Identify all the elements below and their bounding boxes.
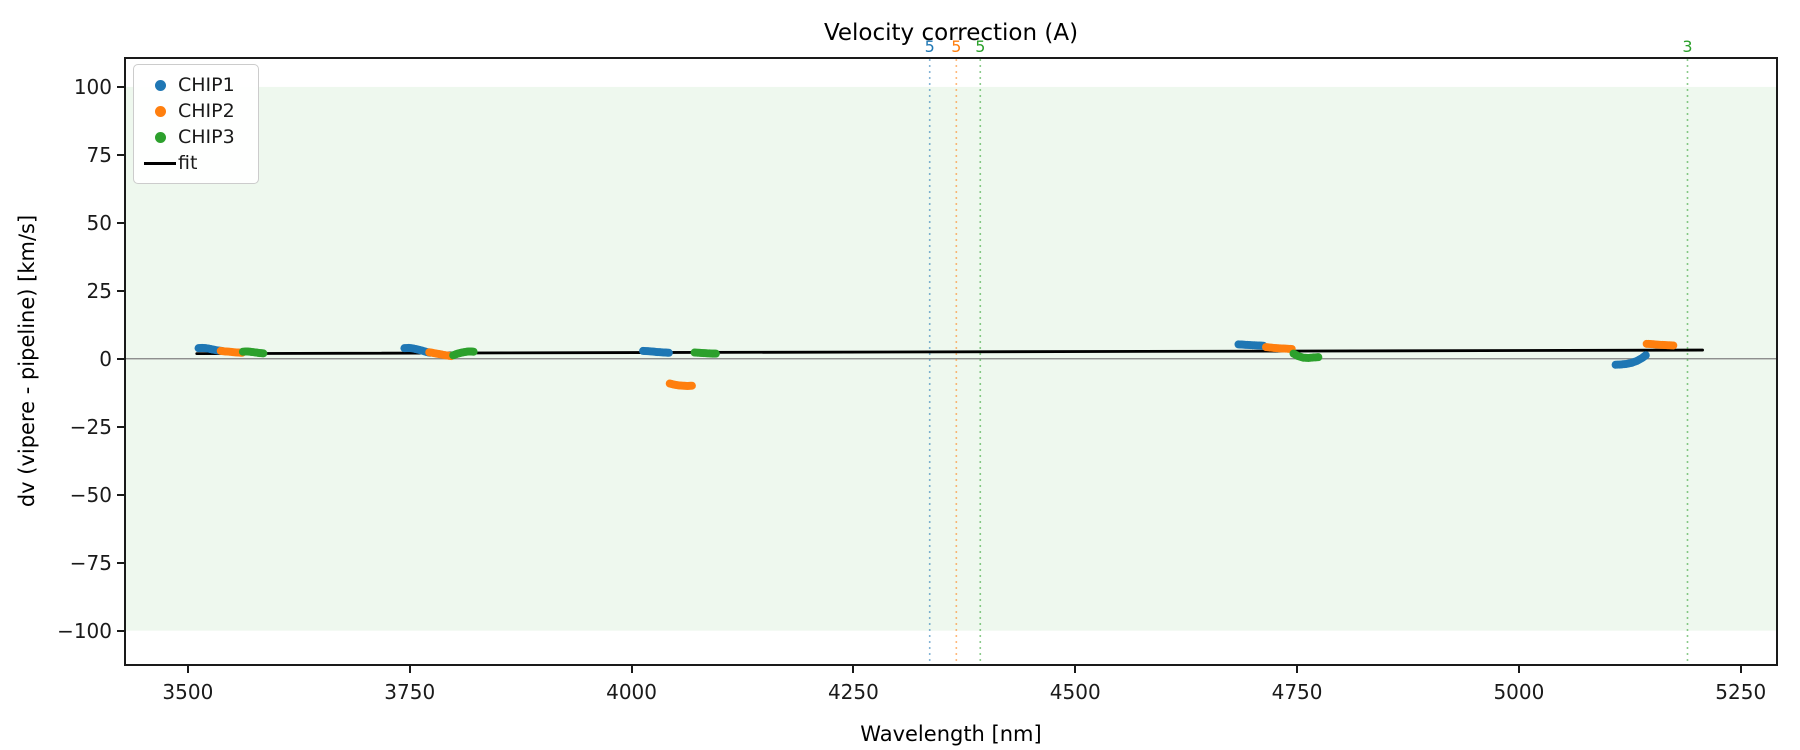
legend-label: CHIP1: [178, 73, 235, 96]
y-axis-label: dv (vipere - pipeline) [km/s]: [15, 214, 39, 508]
y-tick-mark: [117, 289, 124, 292]
x-tick-mark: [630, 666, 633, 673]
plot-spines: [124, 57, 1778, 666]
x-tick-mark: [852, 666, 855, 673]
x-tick-label: 4250: [827, 680, 879, 704]
chart-title: Velocity correction (A): [823, 20, 1079, 46]
fit-line-icon: [144, 161, 176, 165]
chart-svg: [124, 57, 1778, 666]
x-tick-mark: [1517, 666, 1520, 673]
y-tick-mark: [117, 85, 124, 88]
x-tick-label: 3750: [384, 680, 436, 704]
y-tick-label: 50: [86, 210, 112, 235]
y-tick-mark: [117, 221, 124, 224]
y-tick-label: −50: [69, 482, 112, 507]
chip1-dot-icon: [154, 79, 166, 91]
y-tick-mark: [117, 629, 124, 632]
y-tick-label: 100: [73, 74, 112, 99]
x-tick-mark: [1074, 666, 1077, 673]
x-tick-label: 5000: [1493, 680, 1545, 704]
legend-swatch-box: [142, 79, 178, 91]
data-point: [259, 349, 268, 358]
y-tick-label: 25: [86, 278, 112, 303]
x-tick-label: 5250: [1715, 680, 1767, 704]
plot-area: [124, 57, 1778, 666]
legend-item-chip3: CHIP3: [142, 124, 250, 150]
data-point: [469, 347, 478, 356]
legend-label: CHIP3: [178, 125, 235, 148]
legend-swatch-box: [142, 161, 178, 165]
data-point: [1669, 341, 1678, 350]
legend-item-chip1: CHIP1: [142, 72, 250, 98]
vline-count-label: 5: [924, 37, 935, 56]
y-tick-mark: [117, 153, 124, 156]
x-tick-label: 4750: [1271, 680, 1323, 704]
legend-swatch-box: [142, 131, 178, 143]
chip2-dot-icon: [154, 105, 166, 117]
x-axis-label: Wavelength [nm]: [860, 722, 1042, 746]
x-tick-label: 4500: [1049, 680, 1101, 704]
y-tick-mark: [117, 493, 124, 496]
y-tick-mark: [117, 425, 124, 428]
x-tick-mark: [1739, 666, 1742, 673]
legend: CHIP1 CHIP2 CHIP3 fit: [133, 64, 259, 184]
chip3-dot-icon: [154, 131, 166, 143]
x-tick-mark: [408, 666, 411, 673]
y-tick-label: −75: [69, 550, 112, 575]
vline-count-label: 5: [975, 37, 986, 56]
x-tick-mark: [1296, 666, 1299, 673]
y-tick-label: 0: [99, 346, 112, 371]
data-point: [711, 349, 720, 358]
y-tick-label: −25: [69, 414, 112, 439]
data-point: [1314, 353, 1323, 362]
y-tick-mark: [117, 357, 124, 360]
data-point: [1641, 351, 1650, 360]
legend-label: CHIP2: [178, 99, 235, 122]
vline-count-label: 3: [1682, 37, 1693, 56]
legend-item-fit: fit: [142, 150, 250, 176]
y-tick-label: −100: [57, 618, 112, 643]
vline-count-label: 5: [951, 37, 962, 56]
x-tick-mark: [186, 666, 189, 673]
legend-label: fit: [178, 151, 198, 174]
data-point: [687, 381, 696, 390]
legend-swatch-box: [142, 105, 178, 117]
legend-item-chip2: CHIP2: [142, 98, 250, 124]
y-tick-mark: [117, 561, 124, 564]
x-tick-label: 4000: [606, 680, 657, 704]
x-tick-label: 3500: [162, 680, 214, 704]
data-point: [664, 348, 673, 357]
y-tick-label: 75: [86, 142, 112, 167]
